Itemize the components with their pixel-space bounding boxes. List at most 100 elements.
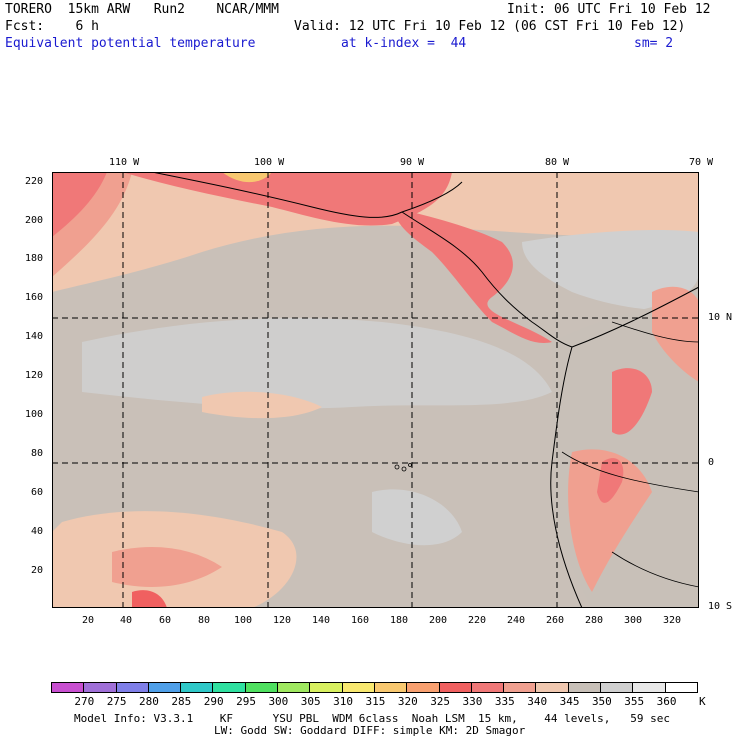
x-label: 60	[159, 615, 172, 626]
colorbar-swatch	[310, 683, 343, 692]
hot-region-andes	[597, 458, 624, 503]
warm-region-ecuador	[568, 449, 652, 592]
coastline-south-america	[550, 346, 583, 608]
physics-info: LW: Godd SW: Goddard DIFF: simple KM: 2D…	[214, 724, 526, 737]
hot-spot-mexico	[222, 172, 272, 183]
x-label: 300	[624, 615, 643, 626]
lat-label-equator: 0	[708, 457, 715, 468]
border-colombia	[611, 321, 699, 343]
colorbar-swatch	[278, 683, 311, 692]
y-label: 40	[31, 526, 44, 537]
y-label: 160	[25, 292, 44, 303]
y-label: 140	[25, 331, 44, 342]
border-ecuador-peru	[561, 451, 699, 493]
model-info: Model Info: V3.3.1 KF YSU PBL WDM 6class…	[74, 712, 671, 725]
warm-region-colombia	[612, 368, 652, 435]
colorbar-swatch	[148, 683, 182, 692]
cool-region-central-pacific	[82, 318, 552, 409]
colorbar-swatch	[665, 683, 697, 692]
colorbar-label: 315	[365, 695, 386, 708]
field-name: Equivalent potential temperature	[5, 36, 256, 51]
x-label: 140	[312, 615, 331, 626]
colorbar-swatch	[504, 683, 537, 692]
border-peru-brazil	[611, 551, 699, 588]
colorbar-label: 350	[591, 695, 612, 708]
coastline-caribbean	[571, 286, 699, 348]
y-label: 60	[31, 487, 44, 498]
colorbar-label: 280	[139, 695, 159, 708]
x-label: 120	[273, 615, 292, 626]
lon-label-80w: 80 W	[545, 157, 570, 168]
lat-label-10s: 10 S	[708, 601, 733, 612]
y-label: 120	[25, 370, 44, 381]
colorbar-swatch	[116, 683, 149, 692]
colorbar-label: 275	[106, 695, 127, 708]
level-index: at k-index = 44	[341, 36, 467, 51]
colorbar-label: 340	[527, 695, 548, 708]
colorbar-swatch	[439, 683, 472, 692]
equivalent-potential-temperature-map	[52, 172, 699, 608]
lat-lon-grid	[52, 172, 699, 608]
colorbar-swatch	[84, 683, 117, 692]
init-time: Init: 06 UTC Fri 10 Feb 12	[507, 2, 711, 17]
x-label: 200	[429, 615, 448, 626]
colorbar-label: 270	[74, 695, 95, 708]
colorbar-swatch	[471, 683, 505, 692]
colorbar	[51, 682, 698, 693]
cool-region-south	[372, 489, 462, 546]
colorbar-unit: K	[699, 695, 706, 708]
valid-time: Valid: 12 UTC Fri 10 Feb 12 (06 CST Fri …	[294, 19, 686, 34]
hot-region-nw	[52, 172, 107, 237]
colorbar-label: 295	[236, 695, 256, 708]
y-label: 100	[25, 409, 44, 420]
colorbar-label: 310	[333, 695, 354, 708]
lon-label-110w: 110 W	[109, 157, 140, 168]
coastline-central-america	[401, 211, 573, 348]
forecast-hour: Fcst: 6 h	[5, 19, 99, 34]
x-label: 100	[234, 615, 253, 626]
hot-spot-south	[132, 590, 167, 608]
galapagos-island	[401, 466, 407, 472]
colorbar-label: 300	[268, 695, 289, 708]
colorbar-swatch	[181, 683, 214, 692]
map-frame	[52, 172, 699, 608]
lat-label-10n: 10 N	[708, 312, 733, 323]
colorbar-label: 285	[171, 695, 192, 708]
colorbar-label: 330	[462, 695, 483, 708]
x-label: 260	[546, 615, 565, 626]
colorbar-swatch	[342, 683, 375, 692]
x-label: 280	[585, 615, 604, 626]
colorbar-label: 355	[624, 695, 645, 708]
y-label: 20	[31, 565, 44, 576]
colorbar-swatch	[536, 683, 569, 692]
x-label: 20	[82, 615, 95, 626]
warm-patch-east-pacific	[202, 391, 322, 419]
lon-label-90w: 90 W	[400, 157, 425, 168]
colorbar-swatch	[245, 683, 279, 692]
coastline-mexico-pacific	[151, 172, 463, 218]
y-label: 200	[25, 215, 44, 226]
warm-region-venezuela	[652, 286, 699, 382]
x-label: 80	[198, 615, 211, 626]
model-run-title: TORERO 15km ARW Run2 NCAR/MMM	[5, 2, 279, 17]
x-label: 220	[468, 615, 487, 626]
colorbar-label: 305	[300, 695, 321, 708]
colorbar-swatch	[407, 683, 440, 692]
y-label: 180	[25, 253, 44, 264]
galapagos-island	[394, 464, 400, 470]
x-label: 160	[351, 615, 370, 626]
colorbar-swatch	[633, 683, 666, 692]
warm-patch-south	[112, 547, 222, 587]
warm-region-central-america	[392, 207, 552, 343]
colorbar-swatch	[374, 683, 408, 692]
x-label: 320	[663, 615, 682, 626]
colorbar-label: 290	[203, 695, 224, 708]
colorbar-swatch	[213, 683, 246, 692]
x-label: 180	[390, 615, 409, 626]
colorbar-swatch	[568, 683, 602, 692]
colorbar-swatch	[601, 683, 634, 692]
colorbar-swatch	[52, 683, 85, 692]
colorbar-label: 335	[494, 695, 515, 708]
colorbar-label: 345	[559, 695, 580, 708]
colorbar-label: 325	[430, 695, 451, 708]
